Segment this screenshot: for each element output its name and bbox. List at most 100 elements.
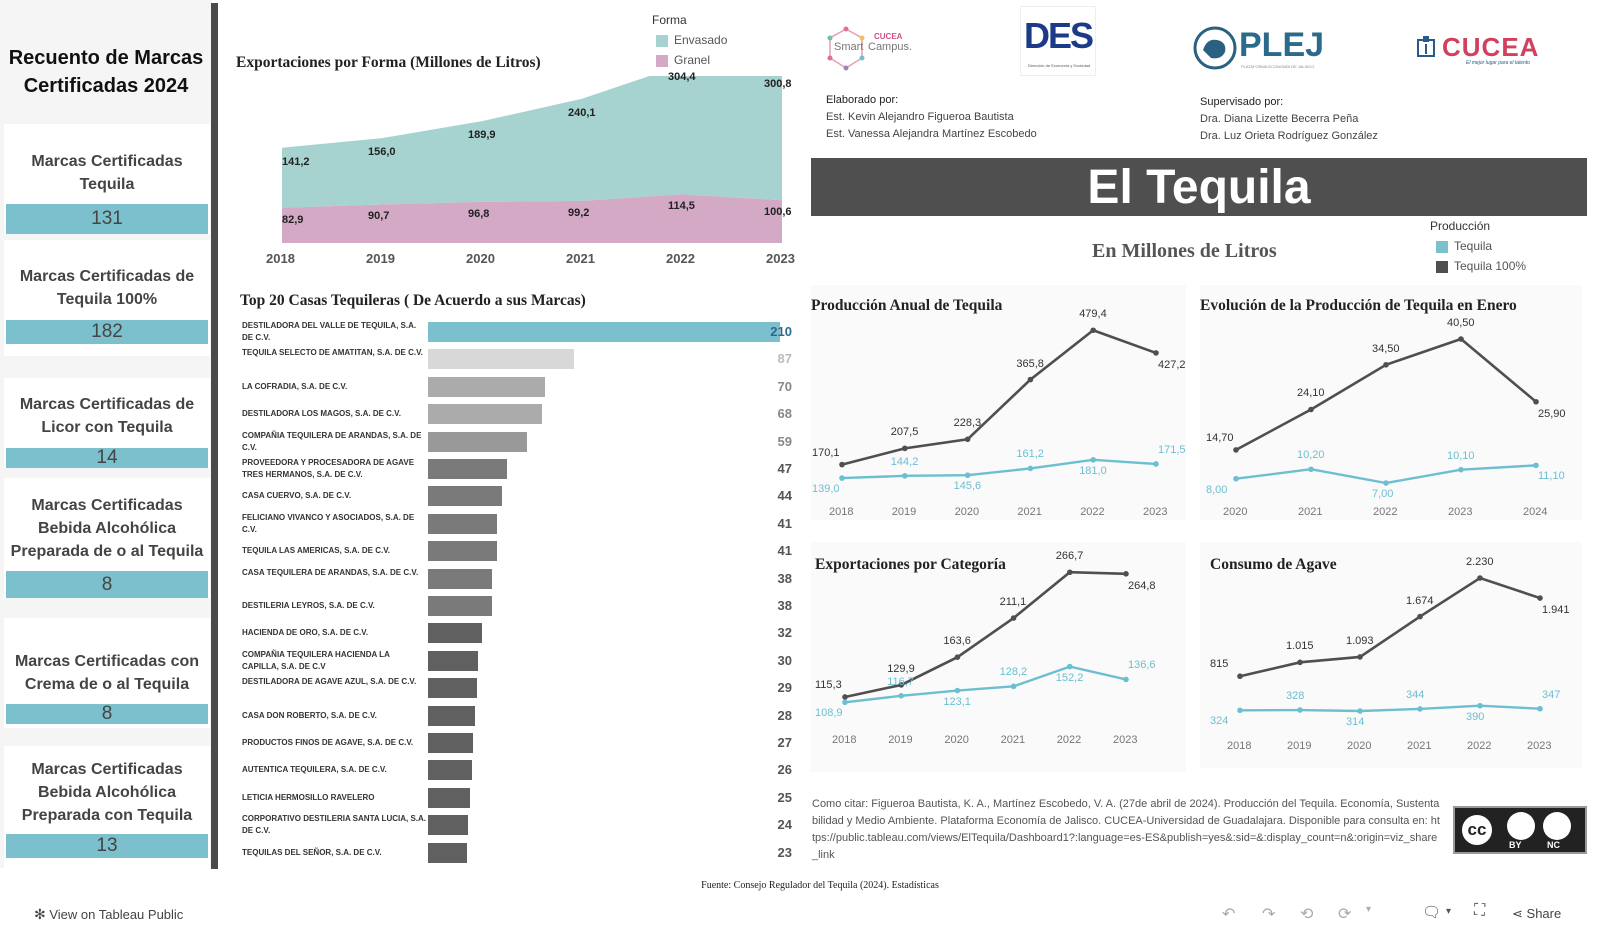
line-data-label: 1.015: [1286, 640, 1314, 653]
top20-row-name: CASA DON ROBERTO, S.A. DE C.V.: [242, 710, 377, 720]
line-point[interactable]: [902, 473, 908, 479]
top20-bar[interactable]: [428, 568, 492, 589]
top20-bar[interactable]: [428, 404, 542, 425]
line-point[interactable]: [1383, 361, 1389, 368]
line-point[interactable]: [842, 699, 848, 706]
line-point[interactable]: [1297, 707, 1303, 713]
line-point[interactable]: [898, 693, 904, 699]
line-series-tequila100[interactable]: [1239, 576, 1541, 678]
line-point[interactable]: [1237, 673, 1243, 680]
line-point[interactable]: [1153, 461, 1159, 467]
comment-dropdown-icon[interactable]: ▾: [1446, 906, 1452, 917]
line-point[interactable]: [1308, 406, 1314, 413]
top20-bar[interactable]: [428, 787, 470, 808]
line-point[interactable]: [1123, 571, 1129, 577]
line-point[interactable]: [1477, 575, 1483, 581]
line-point[interactable]: [1458, 336, 1464, 342]
line-point[interactable]: [1153, 350, 1159, 356]
top20-bar[interactable]: [428, 376, 546, 397]
line-point[interactable]: [898, 682, 904, 688]
line-series-tequila100[interactable]: [1235, 337, 1537, 452]
line-point[interactable]: [839, 475, 845, 481]
line-point[interactable]: [1123, 676, 1129, 683]
line-series-tequila100[interactable]: [844, 570, 1127, 699]
top20-bar[interactable]: [428, 431, 527, 452]
line-point[interactable]: [1233, 447, 1239, 453]
top20-bar[interactable]: [428, 705, 475, 726]
legend-granel[interactable]: Granel: [674, 53, 711, 67]
line-point[interactable]: [1090, 457, 1096, 463]
line-point[interactable]: [954, 687, 961, 694]
line-point[interactable]: [1308, 466, 1314, 473]
top20-bar[interactable]: [428, 596, 492, 616]
top20-row-name: DESTILADORA DEL VALLE DE TEQUILA, S.A. D…: [242, 321, 417, 342]
line-point[interactable]: [1417, 613, 1423, 620]
line-data-label: 264,8: [1128, 579, 1156, 592]
line-series-tequila[interactable]: [1239, 704, 1541, 713]
line-point[interactable]: [1537, 595, 1543, 601]
line-point[interactable]: [902, 445, 908, 452]
des-logo-text: DES: [1023, 15, 1094, 56]
legend-tequila100[interactable]: Tequila 100%: [1454, 259, 1527, 273]
redo-icon[interactable]: ↷: [1262, 906, 1276, 923]
undo-icon[interactable]: ↶: [1222, 906, 1236, 923]
line-point[interactable]: [1010, 683, 1017, 690]
cc-license-badge[interactable]: cc BY NC: [1453, 806, 1587, 854]
fullscreen-icon[interactable]: ⛶: [1474, 902, 1486, 919]
top20-bar[interactable]: [428, 322, 780, 342]
top20-bar[interactable]: [428, 486, 502, 507]
line-point[interactable]: [1357, 708, 1363, 714]
comment-icon[interactable]: 🗨: [1422, 904, 1442, 921]
line-point[interactable]: [1533, 462, 1539, 469]
line-point[interactable]: [1027, 465, 1034, 472]
legend-tequila[interactable]: Tequila: [1454, 239, 1493, 253]
top20-bar[interactable]: [428, 459, 507, 479]
legend-tequila-swatch: [1436, 241, 1448, 253]
line-point[interactable]: [1297, 659, 1303, 666]
top20-bar[interactable]: [428, 760, 472, 781]
line-point[interactable]: [1458, 466, 1464, 473]
line-point[interactable]: [1537, 705, 1543, 712]
line-point[interactable]: [964, 436, 971, 443]
panel-title: Consumo de Agave: [1210, 556, 1337, 573]
card-value: 13: [6, 834, 208, 858]
top20-bar[interactable]: [428, 541, 497, 562]
top20-bar[interactable]: [428, 733, 474, 753]
line-data-label: 2.230: [1466, 556, 1494, 568]
refresh-icon[interactable]: ⟳: [1338, 906, 1352, 923]
revert-icon[interactable]: ⟲: [1300, 906, 1314, 923]
line-point[interactable]: [1090, 327, 1096, 334]
line-series-tequila[interactable]: [841, 458, 1157, 480]
line-point[interactable]: [839, 461, 845, 468]
line-x-tick: 2021: [1298, 506, 1323, 518]
line-point[interactable]: [1010, 615, 1017, 621]
legend-envasado[interactable]: Envasado: [674, 33, 728, 47]
line-series-tequila100[interactable]: [841, 328, 1157, 466]
line-point[interactable]: [954, 654, 961, 660]
line-point[interactable]: [1533, 398, 1539, 405]
top20-bar[interactable]: [428, 349, 574, 370]
top20-bar[interactable]: [428, 623, 482, 644]
line-point[interactable]: [1027, 376, 1034, 383]
line-point[interactable]: [1067, 569, 1073, 576]
line-series-tequila[interactable]: [844, 665, 1127, 704]
top20-bar[interactable]: [428, 678, 477, 699]
line-point[interactable]: [1067, 663, 1073, 670]
top20-bar[interactable]: [428, 815, 469, 836]
line-point[interactable]: [1237, 707, 1243, 714]
line-point[interactable]: [1417, 706, 1423, 712]
top20-bar[interactable]: [428, 650, 479, 671]
view-on-tableau-button[interactable]: ✻ View on Tableau Public: [34, 906, 183, 923]
line-x-tick: 2019: [891, 506, 917, 518]
line-point[interactable]: [1233, 475, 1239, 482]
share-button[interactable]: ⋖ Share: [1512, 906, 1561, 922]
line-point[interactable]: [1383, 480, 1389, 486]
line-point[interactable]: [964, 472, 971, 479]
refresh-dropdown-icon[interactable]: ▾: [1366, 904, 1372, 915]
line-point[interactable]: [1477, 702, 1483, 709]
top20-bar[interactable]: [428, 513, 497, 534]
top20-bar[interactable]: [428, 842, 467, 863]
plej-logo: PLEJ PLATAFORMA ECONOMÍA DE JALISCO: [1193, 24, 1324, 72]
line-point[interactable]: [842, 694, 848, 700]
line-point[interactable]: [1357, 654, 1363, 660]
